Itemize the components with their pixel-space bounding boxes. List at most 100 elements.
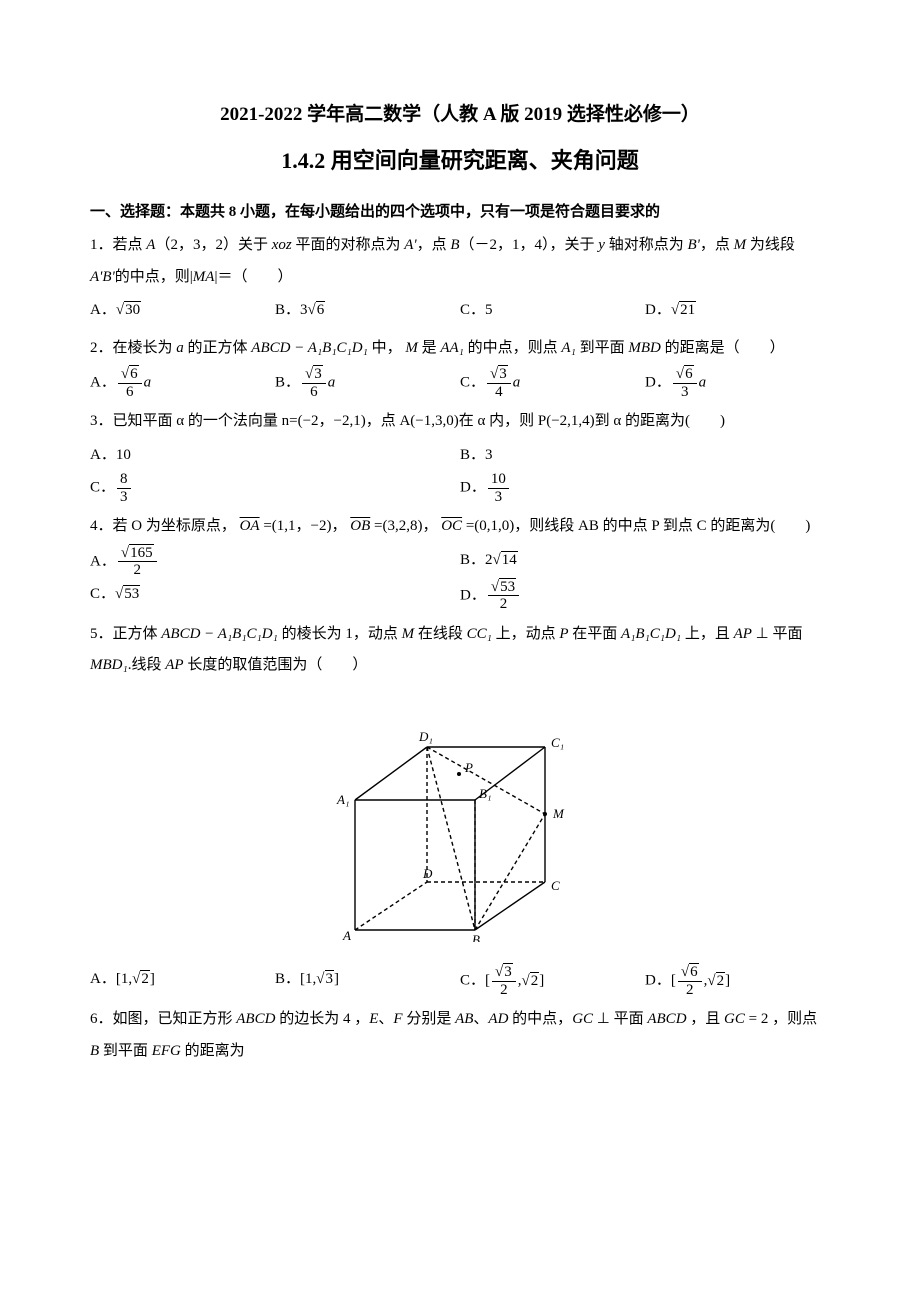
text: [1, [300, 971, 316, 987]
svg-text:M: M [552, 806, 565, 821]
var: M [405, 340, 418, 356]
opt-c: C．[32,2] [460, 964, 645, 998]
text: ，点 [700, 237, 734, 253]
frac: 103 [488, 471, 509, 505]
frac: 34 [487, 366, 511, 400]
sqrt: 3 [495, 963, 513, 980]
label: D． [645, 302, 671, 318]
text: 在线段 [414, 626, 467, 642]
text: 到平面 [99, 1043, 152, 1059]
q4-options: A．1652 B．214 C．53 D．532 [90, 545, 830, 613]
text: ⊥ 平面 [593, 1011, 647, 1027]
var: ABCD − A₁B₁C₁D₁ [251, 340, 368, 356]
frac: 63 [673, 366, 697, 400]
label: C． [460, 375, 485, 391]
text: 的中点， [508, 1011, 572, 1027]
text: 分别是 [403, 1011, 456, 1027]
q1-options: A．30 B．36 C．5 D．21 [90, 295, 830, 327]
radicand: 6 [684, 365, 694, 382]
text: 轴对称点为 [605, 237, 688, 253]
radicand: 53 [499, 578, 516, 595]
radicand: 21 [679, 301, 696, 318]
var: xoz [272, 237, 292, 253]
svg-text:P: P [464, 760, 473, 775]
sqrt: 2 [132, 970, 150, 987]
label: A． [90, 971, 116, 987]
var: B [450, 237, 459, 253]
sqrt: 53 [115, 585, 140, 602]
text: 平面的对称点为 [292, 237, 405, 253]
vector: OC [441, 518, 462, 534]
opt-b: B．214 [460, 545, 830, 579]
opt-d: D．103 [460, 471, 830, 505]
num: 10 [488, 471, 509, 489]
var: AB [455, 1011, 473, 1027]
sqrt: 6 [121, 365, 139, 382]
opt-b: B．3 [460, 440, 830, 472]
den: 3 [488, 489, 509, 506]
question-1: 1．若点 A（2，3，2）关于 xoz 平面的对称点为 A'，点 B（－2，1，… [90, 230, 830, 293]
sqrt: 6 [308, 301, 326, 318]
radicand: 3 [503, 963, 513, 980]
radicand: 2 [140, 970, 150, 987]
sqrt: 6 [681, 963, 699, 980]
den: 2 [488, 596, 519, 613]
radicand: 6 [689, 963, 699, 980]
den: 6 [118, 384, 142, 401]
q2-options: A．66a B．36a C．34a D．63a [90, 366, 830, 400]
svg-text:C: C [551, 878, 560, 893]
var: M [402, 626, 415, 642]
question-4: 4．若 O 为坐标原点， OA =(1,1，−2)， OB =(3,2,8)， … [90, 511, 830, 543]
label: B． [275, 971, 300, 987]
opt-a: A．10 [90, 440, 460, 472]
opt-a: A．30 [90, 295, 275, 327]
num: 8 [117, 471, 131, 489]
text: 长度的取值范围为（ ） [184, 657, 368, 673]
frac: 532 [488, 579, 519, 613]
radicand: 165 [129, 544, 154, 561]
text: |＝（ ） [214, 269, 292, 285]
opt-d: D．[62,2] [645, 964, 830, 998]
var: B' [687, 237, 699, 253]
var: MBD₁ [90, 657, 128, 673]
text: 4．若 O 为坐标原点， [90, 518, 236, 534]
radicand: 3 [313, 365, 323, 382]
label: B． [275, 375, 300, 391]
opt-a: A．66a [90, 366, 275, 400]
sqrt: 30 [116, 301, 141, 318]
svg-text:A: A [342, 928, 351, 942]
text: 的距离为 [181, 1043, 245, 1059]
opt-c: C．53 [90, 579, 460, 613]
text: =(0,1,0)，则线段 AB 的中点 P 到点 C 的距离为( ) [462, 518, 810, 534]
den: 4 [487, 384, 511, 401]
text: [1, [116, 971, 132, 987]
var: GC [572, 1011, 593, 1027]
den: 6 [302, 384, 326, 401]
opt-b: B．[1,3] [275, 964, 460, 998]
label: B． [460, 552, 485, 568]
var: MBD [628, 340, 661, 356]
text: 2．在棱长为 [90, 340, 176, 356]
opt-b: B．36a [275, 366, 460, 400]
q5-options: A．[1,2] B．[1,3] C．[32,2] D．[62,2] [90, 964, 830, 998]
label: D． [460, 587, 486, 603]
sqrt: 6 [676, 365, 694, 382]
frac: 32 [492, 964, 516, 998]
coef: 3 [300, 302, 308, 318]
label: A． [90, 302, 116, 318]
label: B． [275, 302, 300, 318]
svg-text:D: D [422, 866, 433, 881]
text: =(3,2,8)， [370, 518, 437, 534]
text: 的正方体 [184, 340, 252, 356]
opt-c: C．34a [460, 366, 645, 400]
sqrt: 2 [522, 972, 540, 989]
opt-a: A．[1,2] [90, 964, 275, 998]
radicand: 53 [123, 585, 140, 602]
frac: 66 [118, 366, 142, 400]
var: a [176, 340, 184, 356]
label: D． [645, 973, 671, 989]
text: 6．如图，已知正方形 [90, 1011, 236, 1027]
label: D． [460, 480, 486, 496]
var: P [559, 626, 568, 642]
var: B [90, 1043, 99, 1059]
